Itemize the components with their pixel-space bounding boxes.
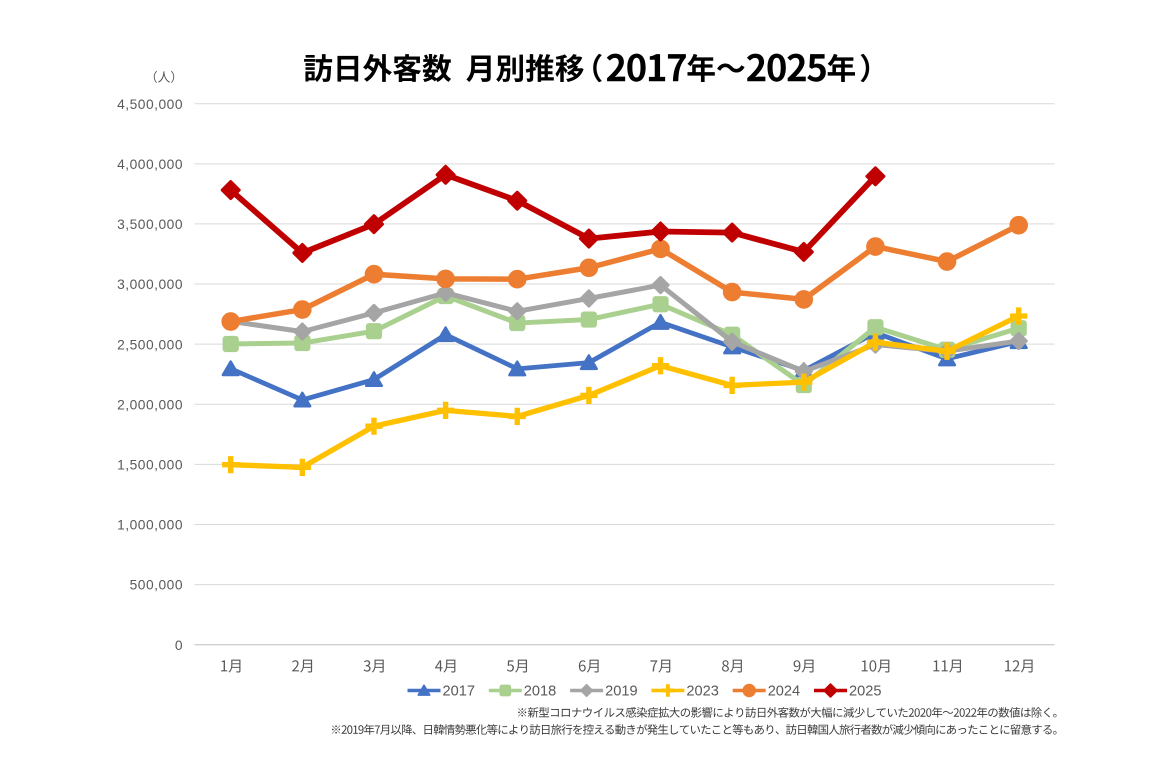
svg-text:1,000,000: 1,000,000 <box>117 518 183 533</box>
svg-text:2025: 2025 <box>849 683 881 699</box>
svg-text:3,000,000: 3,000,000 <box>117 277 183 292</box>
svg-text:2,000,000: 2,000,000 <box>117 397 183 412</box>
svg-text:3,500,000: 3,500,000 <box>117 217 183 232</box>
svg-text:2019: 2019 <box>605 683 637 699</box>
svg-text:0: 0 <box>175 638 183 653</box>
svg-text:2018: 2018 <box>524 683 556 699</box>
svg-text:2,500,000: 2,500,000 <box>117 337 183 352</box>
svg-text:4,500,000: 4,500,000 <box>117 97 183 112</box>
svg-text:2017: 2017 <box>443 683 475 699</box>
svg-text:500,000: 500,000 <box>130 578 183 593</box>
svg-text:4,000,000: 4,000,000 <box>117 157 183 172</box>
svg-text:2023: 2023 <box>686 683 718 699</box>
svg-text:1,500,000: 1,500,000 <box>117 457 183 472</box>
svg-text:2024: 2024 <box>768 683 800 699</box>
